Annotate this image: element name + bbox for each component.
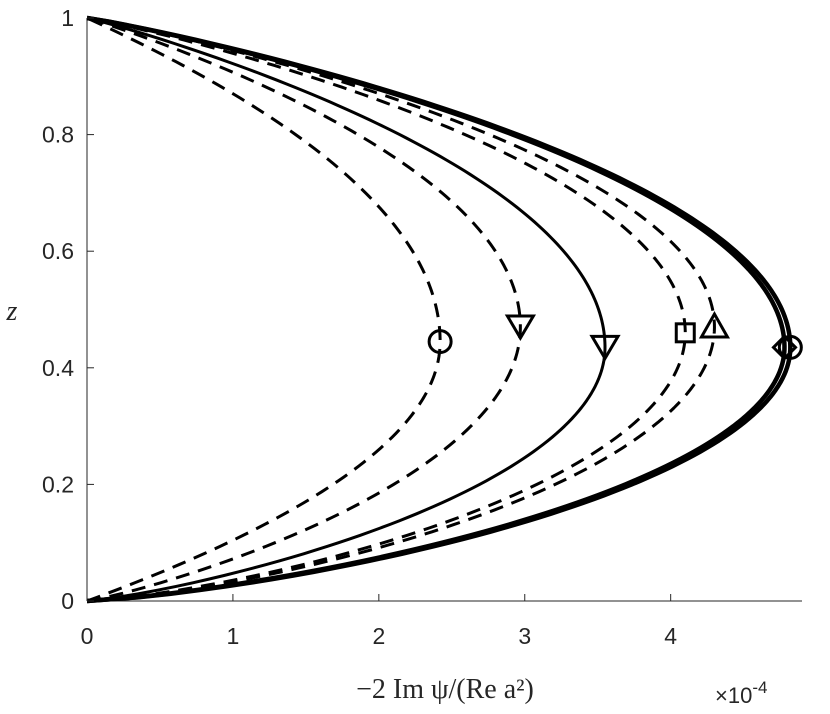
marker-circle-1 — [427, 329, 453, 355]
y-tick-label: 0 — [61, 588, 74, 614]
markers — [427, 310, 803, 362]
series-line-6 — [86, 15, 793, 604]
x-tick-label: 4 — [664, 623, 677, 649]
axes — [86, 18, 802, 602]
y-tick-label: 0.8 — [42, 122, 74, 148]
marker-triangle-down-2 — [504, 314, 537, 341]
series-line-5 — [86, 16, 716, 603]
x-tick-label: 1 — [227, 623, 240, 649]
series-line-2 — [86, 16, 522, 603]
marker-triangle-down-3 — [589, 334, 621, 362]
x-tick-label: 2 — [372, 623, 385, 649]
curves — [86, 15, 793, 604]
series-line-3 — [86, 16, 607, 603]
marker-square-4 — [674, 322, 696, 344]
y-tick-label: 0.6 — [42, 238, 74, 264]
x-exponent: ×10-4 — [715, 678, 767, 708]
y-tick-label: 1 — [61, 5, 74, 31]
ticks: 0 1 2 3 4 0 0.2 0.4 0.6 0.8 1 — [42, 5, 677, 649]
marker-diamond-7 — [771, 334, 798, 361]
y-axis-label: z — [6, 296, 18, 327]
x-exponent-base: ×10 — [715, 683, 752, 708]
x-tick-label: 3 — [518, 623, 531, 649]
x-exponent-power: -4 — [752, 678, 767, 697]
series-line-4 — [86, 16, 687, 603]
series-line-1 — [86, 16, 442, 603]
series-line-7 — [86, 15, 787, 604]
x-tick-label: 0 — [81, 623, 94, 649]
y-tick-label: 0.2 — [42, 471, 74, 497]
y-tick-label: 0.4 — [42, 355, 74, 381]
x-axis-label: −2 Im ψ/(Re a²) — [356, 674, 534, 705]
marker-circle-6 — [777, 334, 803, 360]
marker-triangle-up-5 — [698, 310, 731, 339]
